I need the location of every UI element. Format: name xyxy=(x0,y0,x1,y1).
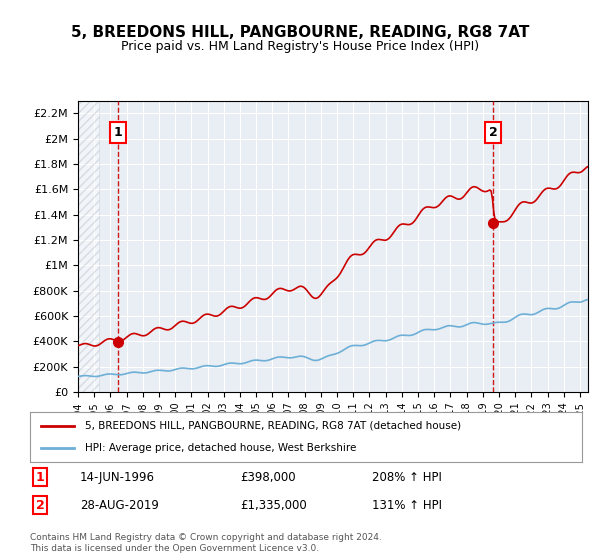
Text: 208% ↑ HPI: 208% ↑ HPI xyxy=(372,470,442,484)
Text: 5, BREEDONS HILL, PANGBOURNE, READING, RG8 7AT: 5, BREEDONS HILL, PANGBOURNE, READING, R… xyxy=(71,25,529,40)
Text: 1: 1 xyxy=(35,470,44,484)
Text: 131% ↑ HPI: 131% ↑ HPI xyxy=(372,498,442,512)
Text: 2: 2 xyxy=(489,126,497,139)
Text: Contains HM Land Registry data © Crown copyright and database right 2024.
This d: Contains HM Land Registry data © Crown c… xyxy=(30,533,382,553)
Text: 14-JUN-1996: 14-JUN-1996 xyxy=(80,470,155,484)
Text: 5, BREEDONS HILL, PANGBOURNE, READING, RG8 7AT (detached house): 5, BREEDONS HILL, PANGBOURNE, READING, R… xyxy=(85,421,461,431)
Text: 2: 2 xyxy=(35,498,44,512)
Text: HPI: Average price, detached house, West Berkshire: HPI: Average price, detached house, West… xyxy=(85,443,356,453)
Text: £1,335,000: £1,335,000 xyxy=(240,498,307,512)
Text: 1: 1 xyxy=(113,126,122,139)
Text: Price paid vs. HM Land Registry's House Price Index (HPI): Price paid vs. HM Land Registry's House … xyxy=(121,40,479,53)
Text: 28-AUG-2019: 28-AUG-2019 xyxy=(80,498,158,512)
Text: £398,000: £398,000 xyxy=(240,470,295,484)
